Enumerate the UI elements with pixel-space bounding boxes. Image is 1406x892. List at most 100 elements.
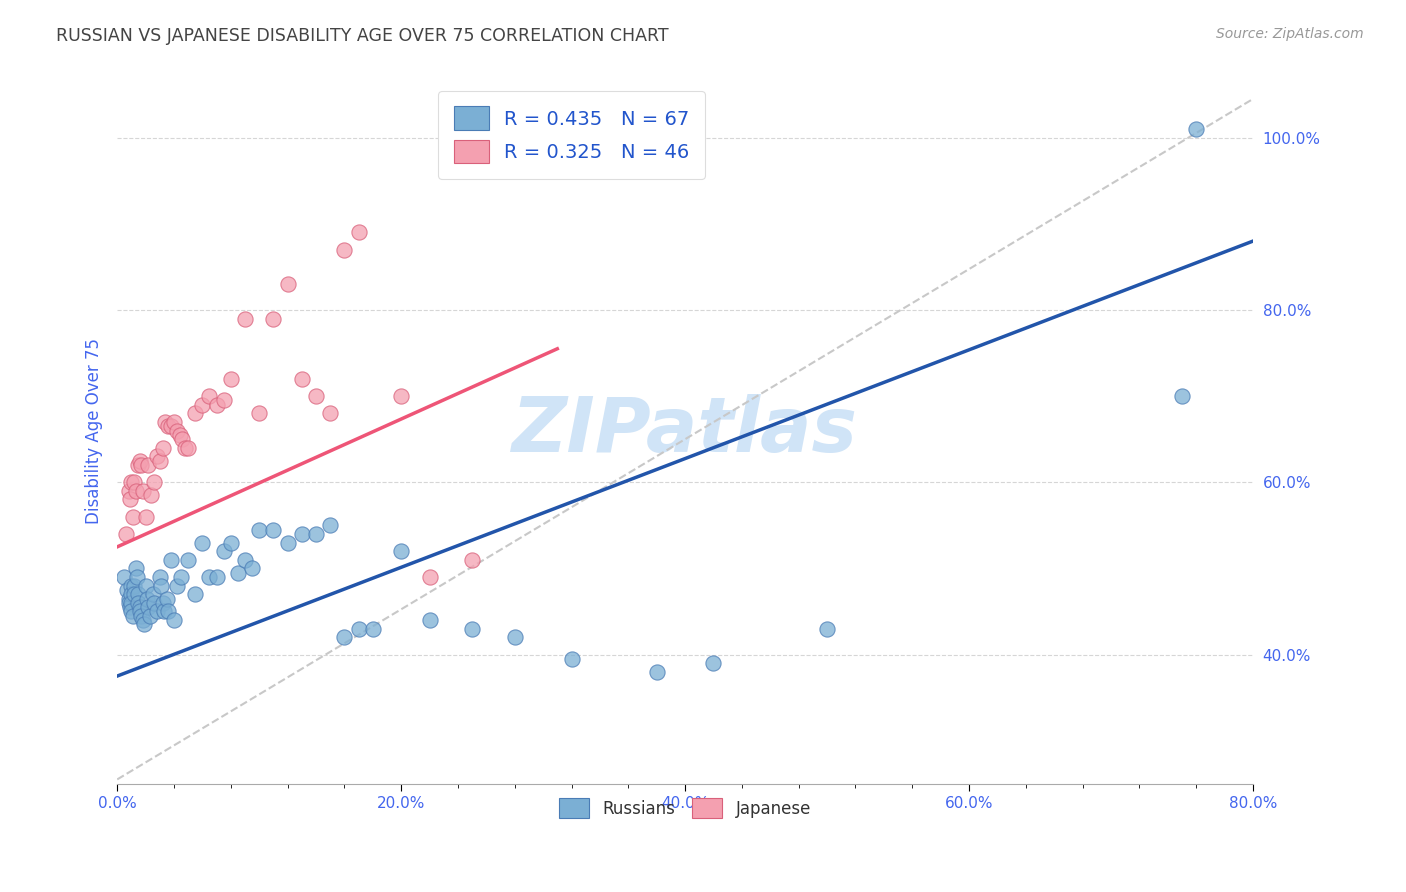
Point (174, 441, 197, 455)
Point (305, 527, 328, 541)
Point (131, 608, 153, 623)
Point (138, 600, 160, 615)
Point (149, 454, 172, 468)
Point (418, 613, 440, 627)
Point (177, 553, 200, 567)
Point (129, 454, 152, 468)
Point (131, 458, 153, 472)
Point (129, 600, 152, 615)
Point (120, 475, 142, 490)
Point (240, 561, 263, 575)
Text: ZIPatlas: ZIPatlas (512, 393, 858, 467)
Point (153, 605, 176, 619)
Point (150, 579, 173, 593)
Point (124, 483, 146, 498)
Point (125, 570, 148, 584)
Point (177, 441, 200, 455)
Point (146, 605, 169, 619)
Point (146, 450, 169, 464)
Point (333, 630, 356, 644)
Point (160, 419, 183, 434)
Point (118, 492, 141, 507)
Point (305, 389, 328, 403)
Point (127, 458, 149, 472)
Legend: Russians, Japanese: Russians, Japanese (553, 791, 817, 825)
Point (461, 622, 484, 636)
Point (135, 579, 157, 593)
Point (319, 406, 342, 420)
Point (166, 579, 188, 593)
Text: Source: ZipAtlas.com: Source: ZipAtlas.com (1216, 27, 1364, 41)
Point (461, 553, 484, 567)
Point (361, 622, 384, 636)
Point (319, 518, 342, 533)
Point (1171, 389, 1194, 403)
Point (219, 535, 242, 549)
Point (136, 591, 159, 606)
Text: RUSSIAN VS JAPANESE DISABILITY AGE OVER 75 CORRELATION CHART: RUSSIAN VS JAPANESE DISABILITY AGE OVER … (56, 27, 669, 45)
Point (120, 605, 142, 619)
Point (262, 311, 284, 326)
Point (198, 389, 221, 403)
Point (122, 587, 145, 601)
Point (262, 523, 284, 537)
Point (142, 587, 165, 601)
Point (117, 591, 139, 606)
Point (120, 587, 142, 601)
Point (645, 665, 668, 679)
Point (184, 587, 207, 601)
Point (115, 582, 138, 597)
Point (138, 458, 160, 472)
Point (132, 483, 155, 498)
Point (205, 570, 228, 584)
Point (389, 389, 412, 403)
Point (219, 372, 242, 386)
Point (247, 523, 270, 537)
Point (347, 622, 370, 636)
Point (139, 608, 162, 623)
Point (503, 630, 526, 644)
Point (157, 605, 180, 619)
Point (127, 596, 149, 610)
Point (118, 600, 141, 615)
Point (172, 432, 194, 446)
Point (122, 579, 145, 593)
Point (418, 570, 440, 584)
Point (121, 509, 143, 524)
Point (117, 596, 139, 610)
Point (112, 570, 135, 584)
Point (124, 561, 146, 575)
Point (233, 311, 256, 326)
Point (1185, 122, 1208, 136)
Point (166, 424, 188, 438)
Point (815, 622, 838, 636)
Point (132, 613, 155, 627)
Point (135, 509, 157, 524)
Point (122, 475, 145, 490)
Point (152, 441, 174, 455)
Point (141, 488, 163, 502)
Y-axis label: Disability Age Over 75: Disability Age Over 75 (86, 337, 103, 524)
Point (389, 544, 412, 558)
Point (212, 393, 235, 408)
Point (149, 570, 172, 584)
Point (191, 398, 214, 412)
Point (247, 406, 270, 420)
Point (560, 652, 582, 666)
Point (143, 475, 166, 490)
Point (163, 415, 186, 429)
Point (277, 535, 299, 549)
Point (277, 277, 299, 292)
Point (333, 243, 356, 257)
Point (143, 596, 166, 610)
Point (546, 127, 568, 141)
Point (156, 591, 179, 606)
Point (163, 613, 186, 627)
Point (191, 535, 214, 549)
Point (184, 406, 207, 420)
Point (212, 544, 235, 558)
Point (120, 579, 142, 593)
Point (291, 527, 314, 541)
Point (114, 527, 136, 541)
Point (152, 596, 174, 610)
